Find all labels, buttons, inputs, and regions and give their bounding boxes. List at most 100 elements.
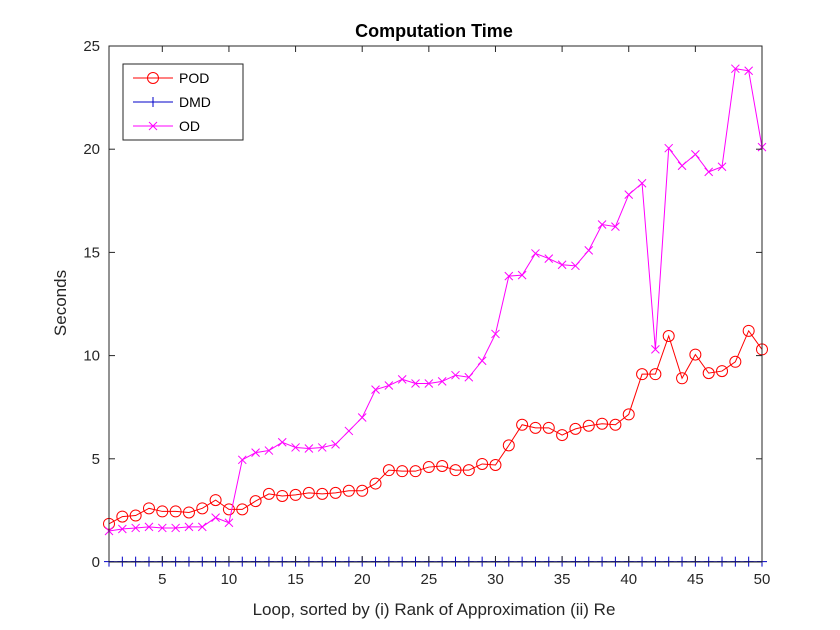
data-point-od bbox=[584, 245, 594, 255]
data-point-pod bbox=[556, 429, 569, 442]
data-point-pod bbox=[396, 465, 409, 478]
data-point-od bbox=[597, 220, 607, 229]
data-point-pod bbox=[622, 408, 635, 421]
data-point-od bbox=[717, 162, 727, 172]
series-od bbox=[104, 64, 767, 536]
legend-item-od: OD bbox=[133, 118, 200, 134]
data-point-pod bbox=[662, 329, 675, 342]
data-point-pod bbox=[289, 488, 302, 501]
data-point-od bbox=[464, 372, 474, 382]
data-point-pod bbox=[356, 484, 369, 497]
data-point-od bbox=[744, 66, 754, 76]
data-point-od bbox=[517, 270, 527, 280]
data-point-od bbox=[677, 161, 687, 171]
data-point-pod bbox=[369, 477, 382, 490]
data-point-pod bbox=[262, 487, 275, 500]
data-point-od bbox=[317, 443, 327, 452]
data-point-pod bbox=[676, 372, 689, 385]
data-point-od bbox=[237, 455, 247, 465]
data-point-od bbox=[157, 523, 167, 533]
data-point-od bbox=[531, 249, 540, 258]
data-point-od bbox=[477, 356, 487, 366]
data-point-od bbox=[397, 374, 407, 384]
data-point-pod bbox=[249, 495, 262, 508]
data-point-pod bbox=[742, 324, 755, 337]
chart-title: Computation Time bbox=[355, 21, 513, 41]
data-point-pod bbox=[116, 510, 129, 523]
data-point-pod bbox=[649, 368, 662, 381]
data-point-pod bbox=[342, 484, 355, 497]
legend-label-dmd: DMD bbox=[179, 94, 211, 110]
data-point-od bbox=[504, 271, 514, 281]
data-point-od bbox=[730, 64, 740, 74]
y-tick-label: 10 bbox=[83, 348, 100, 365]
y-tick-label: 5 bbox=[92, 451, 100, 468]
data-point-pod bbox=[476, 457, 489, 470]
data-point-pod bbox=[422, 461, 435, 474]
data-point-pod bbox=[169, 505, 182, 518]
data-point-pod bbox=[142, 502, 155, 515]
axes-box bbox=[108, 45, 763, 563]
data-point-od bbox=[384, 381, 394, 390]
data-point-pod bbox=[382, 464, 395, 477]
data-point-od bbox=[371, 385, 380, 395]
data-point-od bbox=[704, 167, 714, 177]
data-point-od bbox=[451, 370, 460, 380]
data-point-od bbox=[304, 444, 314, 453]
data-point-od bbox=[144, 522, 154, 532]
legend-item-pod: POD bbox=[133, 70, 209, 86]
x-tick-label: 40 bbox=[620, 571, 637, 588]
data-point-pod bbox=[222, 503, 235, 516]
data-point-pod bbox=[489, 458, 502, 471]
data-point-pod bbox=[569, 422, 582, 435]
data-point-od bbox=[611, 222, 620, 231]
x-tick-label: 50 bbox=[754, 571, 771, 588]
data-point-od bbox=[264, 446, 274, 455]
data-point-od bbox=[331, 439, 340, 449]
legend-item-dmd: DMD bbox=[133, 94, 211, 110]
data-point-pod bbox=[329, 486, 342, 499]
x-tick-label: 10 bbox=[221, 571, 238, 588]
data-point-od bbox=[251, 448, 260, 457]
data-point-od bbox=[211, 513, 220, 522]
x-tick-label: 30 bbox=[487, 571, 504, 588]
data-point-od bbox=[691, 150, 700, 159]
data-point-pod bbox=[449, 464, 462, 477]
data-point-pod bbox=[689, 348, 702, 361]
data-point-od bbox=[344, 426, 354, 436]
data-point-od bbox=[411, 379, 420, 388]
data-point-od bbox=[291, 443, 300, 452]
series-line-od bbox=[108, 68, 763, 532]
data-point-pod bbox=[209, 494, 222, 507]
data-point-od bbox=[651, 345, 660, 354]
data-point-od bbox=[637, 178, 647, 188]
data-point-pod bbox=[636, 368, 649, 381]
data-point-od bbox=[357, 413, 367, 422]
data-point-pod bbox=[276, 489, 289, 502]
data-point-od bbox=[184, 522, 194, 532]
legend-label-pod: POD bbox=[179, 70, 209, 86]
data-point-pod bbox=[716, 365, 729, 378]
x-tick-label: 25 bbox=[420, 571, 437, 588]
data-point-od bbox=[197, 522, 207, 532]
legend-label-od: OD bbox=[179, 118, 200, 134]
x-axis-label: Loop, sorted by (i) Rank of Approximatio… bbox=[253, 600, 616, 619]
x-tick-label: 15 bbox=[287, 571, 304, 588]
data-point-pod bbox=[316, 487, 329, 500]
data-point-od bbox=[437, 377, 447, 386]
legend-marker-pod bbox=[147, 72, 159, 84]
x-tick-label: 5 bbox=[158, 571, 166, 588]
data-point-pod bbox=[129, 509, 142, 522]
data-point-pod bbox=[302, 486, 315, 499]
data-point-pod bbox=[182, 506, 195, 519]
data-point-od bbox=[424, 379, 434, 388]
data-point-pod bbox=[582, 419, 595, 432]
data-point-pod bbox=[196, 502, 209, 515]
data-point-pod bbox=[596, 417, 609, 430]
data-point-pod bbox=[462, 464, 475, 477]
data-point-pod bbox=[156, 505, 169, 518]
data-point-od bbox=[544, 254, 554, 263]
y-tick-label: 15 bbox=[83, 244, 100, 261]
data-point-pod bbox=[542, 421, 555, 434]
